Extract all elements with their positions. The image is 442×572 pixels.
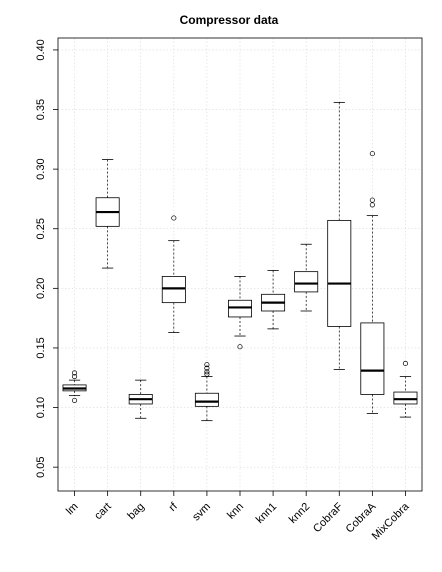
x-tick-label-cobraf: CobraF (311, 500, 346, 535)
outlier-point (369, 197, 375, 203)
iqr-box (161, 276, 186, 304)
grid (58, 38, 422, 491)
y-tick-label: 0.40 (35, 39, 47, 60)
outlier-point (71, 374, 78, 380)
iqr-box (228, 299, 252, 318)
x-axis: lm cart bag rf svm knn knn1 knn2CobraFCobraAMix… (64, 491, 412, 542)
outlier-point (237, 344, 243, 350)
iqr-box (194, 392, 219, 407)
chart-title: Compressor data (180, 13, 279, 27)
y-tick-label: 0.35 (35, 99, 47, 120)
y-axis: 0.05 0.10 0.15 0.20 0.25 0.30 0.35 0.40 (35, 39, 58, 478)
outlier-point (369, 151, 375, 157)
iqr-box (393, 391, 418, 405)
outlier-point (71, 370, 78, 376)
outlier-point (204, 369, 210, 375)
y-tick-label: 0.10 (35, 397, 47, 418)
box-mixcobra (393, 360, 418, 418)
outlier-point (204, 365, 210, 371)
y-tick-label: 0.15 (35, 337, 47, 358)
x-tick-label-bag: bag (125, 501, 146, 522)
box-bag (128, 379, 153, 419)
iqr-box (327, 219, 352, 327)
plot-boxes (62, 101, 418, 422)
x-tick-label-knn: knn (225, 501, 246, 522)
outlier-point (369, 202, 375, 208)
box-cobraa (360, 151, 385, 414)
iqr-box (360, 322, 385, 395)
iqr-box (294, 271, 319, 293)
box-knn2 (294, 243, 319, 312)
box-knn (228, 276, 252, 350)
box-cart (95, 159, 120, 269)
outlier-point (402, 360, 409, 366)
box-cobraf (327, 101, 352, 370)
box-lm (62, 370, 87, 403)
x-tick-label-knn1: knn1 (254, 501, 279, 526)
x-tick-label-svm: svm (190, 501, 213, 524)
y-tick-label: 0.05 (35, 456, 47, 477)
y-tick-label: 0.25 (35, 218, 47, 239)
x-tick-label-mixcobra: MixCobra (370, 500, 412, 542)
x-tick-label-lm: lm (64, 501, 81, 518)
y-tick-label: 0.20 (35, 278, 47, 299)
y-tick-label: 0.30 (35, 158, 47, 179)
outlier-point (204, 362, 210, 368)
outlier-point (171, 215, 177, 221)
x-tick-label-cart: cart (92, 501, 113, 522)
x-tick-label-rf: rf (167, 500, 181, 514)
box-svm (194, 362, 219, 422)
outlier-point (71, 397, 78, 403)
x-tick-label-knn2: knn2 (287, 501, 312, 526)
box-rf (161, 215, 186, 333)
outlier-point (204, 371, 210, 377)
box-knn1 (261, 270, 286, 330)
